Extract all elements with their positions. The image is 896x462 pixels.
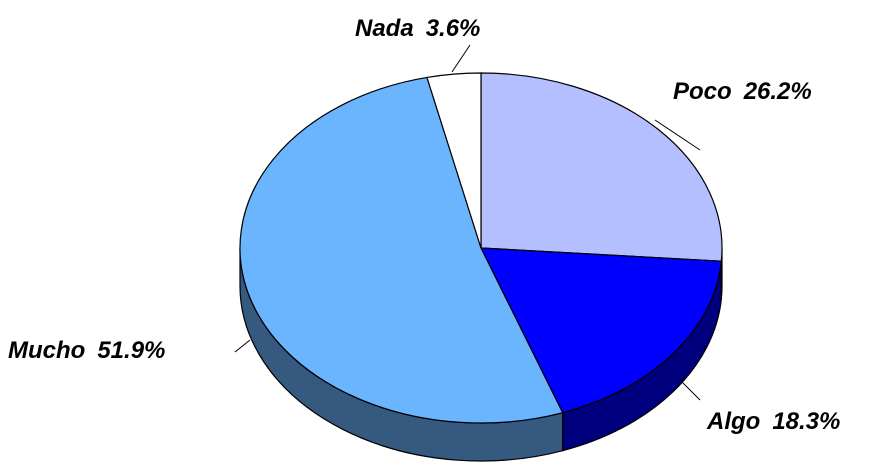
category-label: Mucho bbox=[8, 337, 85, 364]
leader-line bbox=[451, 44, 471, 73]
leader-line bbox=[234, 339, 251, 353]
leader-line bbox=[654, 119, 701, 151]
value-label: 18.3% bbox=[772, 408, 840, 435]
category-label: Algo bbox=[706, 408, 760, 435]
category-label: Poco bbox=[673, 78, 732, 105]
pie-slice bbox=[239, 76, 564, 424]
data-label: Algo 18.3% bbox=[706, 408, 840, 435]
value-label: 3.6% bbox=[426, 15, 481, 42]
value-label: 26.2% bbox=[743, 78, 812, 105]
pie-slice bbox=[480, 247, 722, 414]
leader-line bbox=[679, 379, 701, 401]
pie-slice bbox=[480, 72, 723, 262]
pie-slice bbox=[426, 72, 482, 249]
data-label: Nada 3.6% bbox=[355, 15, 480, 42]
data-label: Mucho 51.9% bbox=[8, 337, 165, 364]
category-label: Nada bbox=[355, 15, 414, 42]
data-label: Poco 26.2% bbox=[673, 78, 812, 105]
value-label: 51.9% bbox=[97, 337, 165, 364]
